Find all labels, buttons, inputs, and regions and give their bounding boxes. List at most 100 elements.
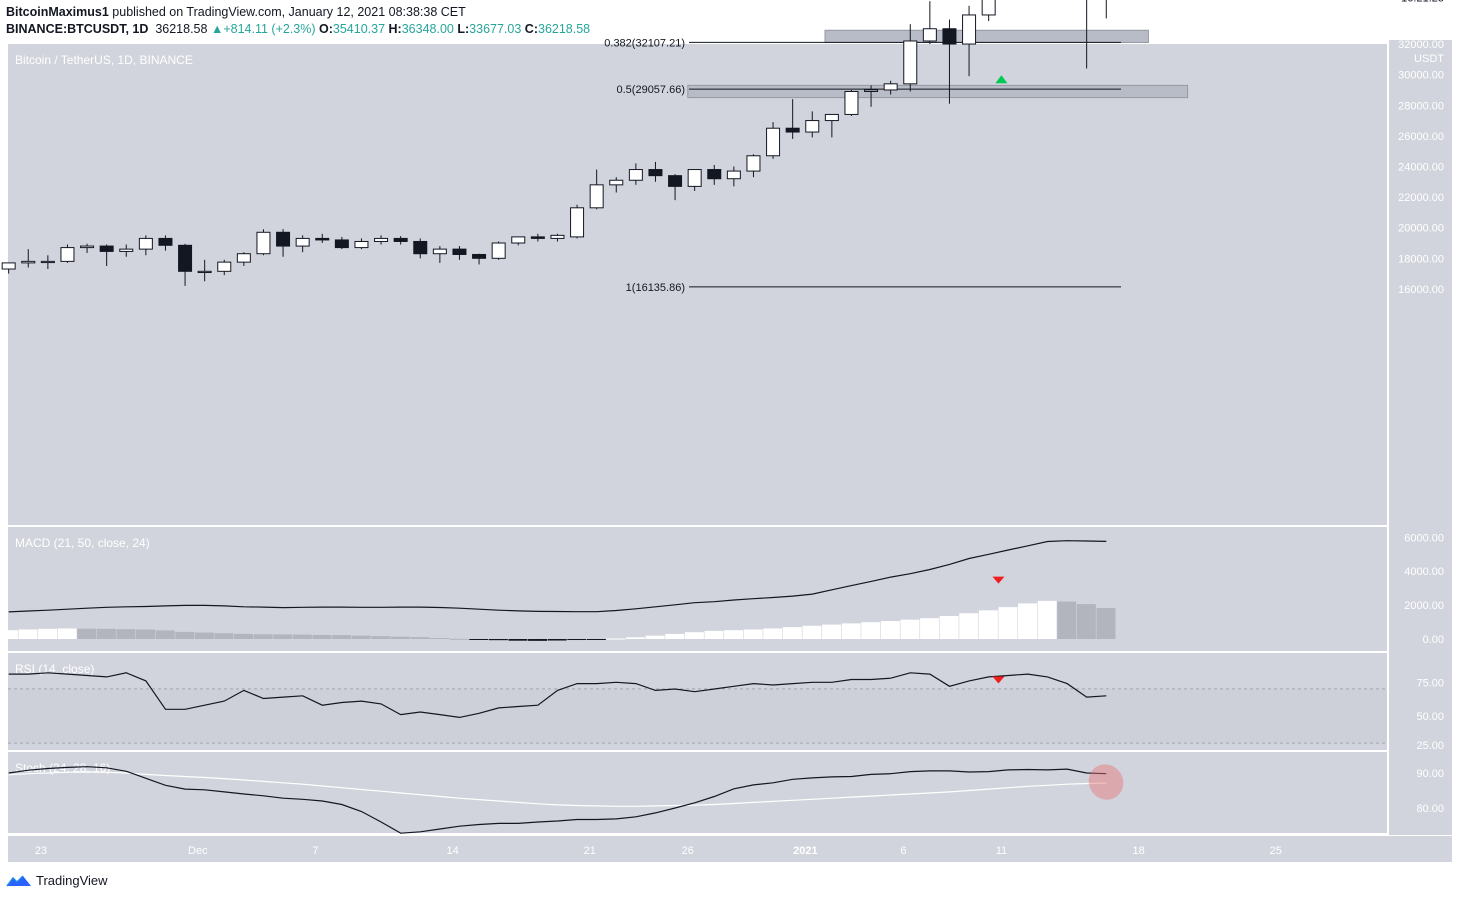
- symbol-label: BINANCE:BTCUSDT, 1D: [6, 22, 149, 36]
- macd-histogram-bar: [782, 627, 802, 639]
- bearish-divergence-marker: [992, 576, 1005, 584]
- rsi-title: RSI (14, close): [15, 662, 94, 676]
- rsi-tick-label: 50.00: [1416, 711, 1444, 723]
- candle: [864, 85, 879, 107]
- macd-histogram-bar: [214, 633, 234, 639]
- footer[interactable]: TradingView: [6, 873, 108, 888]
- macd-histogram-bar: [1018, 603, 1038, 639]
- candle: [452, 246, 467, 260]
- candle: [178, 243, 193, 286]
- time-tick-label: 23: [35, 845, 47, 857]
- macd-histogram-bar: [155, 630, 175, 639]
- candle: [393, 236, 408, 245]
- candle: [236, 252, 251, 266]
- candle: [707, 164, 722, 185]
- high-value: 36348.00: [401, 22, 454, 36]
- time-axis-bg: [8, 836, 1452, 862]
- main-pane-bg: [8, 44, 1387, 525]
- candle-up-body: [550, 234, 565, 239]
- author-name[interactable]: BitcoinMaximus1: [6, 5, 109, 19]
- rsi-band: [8, 689, 1387, 743]
- candle-up-body: [119, 248, 134, 252]
- macd-histogram-bar: [978, 610, 998, 639]
- candle-up-body: [295, 237, 310, 247]
- macd-histogram-bar: [77, 628, 97, 639]
- time-tick-label: 25: [1270, 845, 1282, 857]
- macd-histogram-bar: [547, 639, 567, 641]
- candle: [40, 255, 55, 270]
- candle-up-body: [354, 240, 369, 249]
- macd-histogram-bar: [18, 629, 38, 639]
- macd-histogram-bar: [1037, 600, 1057, 639]
- candle: [805, 111, 820, 138]
- macd-histogram-bar: [567, 639, 587, 641]
- macd-histogram-bar: [508, 639, 528, 641]
- candle: [99, 244, 114, 266]
- support-zone: [687, 84, 1189, 99]
- stoch-tick-label: 80.00: [1416, 803, 1444, 815]
- candle-up-body: [746, 155, 761, 172]
- macd-histogram-bar: [390, 636, 410, 639]
- publish-info: BitcoinMaximus1 published on TradingView…: [6, 5, 466, 19]
- time-tick-label: Dec: [188, 845, 208, 857]
- candle-up-body: [21, 260, 36, 264]
- macd-histogram-bar: [802, 625, 822, 639]
- support-zone: [824, 29, 1149, 44]
- macd-tick-label: 0.00: [1423, 634, 1444, 646]
- publish-date: published on TradingView.com, January 12…: [108, 5, 466, 19]
- macd-histogram-bar: [645, 635, 665, 639]
- macd-histogram-bar: [743, 629, 763, 639]
- candle: [550, 233, 565, 242]
- macd-histogram-bar: [312, 634, 332, 639]
- rsi-bearish-marker: [992, 676, 1005, 684]
- candle: [942, 19, 957, 104]
- candle-up-body: [922, 28, 937, 42]
- candle-up-body: [981, 0, 996, 16]
- candle: [354, 238, 369, 250]
- macd-histogram-bar: [959, 613, 979, 639]
- candle-up-body: [824, 113, 839, 122]
- candle: [374, 235, 389, 245]
- fib-level-label: 0.5(29057.66): [617, 84, 686, 96]
- macd-histogram-bar: [38, 628, 58, 639]
- candle: [1105, 0, 1107, 19]
- candle-down-body: [178, 244, 193, 272]
- candle-down-body: [668, 175, 683, 187]
- candle-up-body: [962, 14, 977, 45]
- macd-histogram-bar: [488, 639, 508, 641]
- macd-histogram-bar: [371, 636, 391, 639]
- candle: [726, 166, 741, 187]
- candle-up-body: [236, 253, 251, 263]
- open-label: O:: [319, 22, 333, 36]
- rsi-tick-label: 75.00: [1416, 677, 1444, 689]
- candle-down-body: [530, 236, 545, 239]
- candle: [844, 89, 859, 116]
- macd-histogram-bar: [822, 624, 842, 639]
- candle-down-body: [158, 237, 173, 246]
- candle-up-body: [570, 207, 585, 238]
- bullish-triangle-marker: [995, 75, 1008, 84]
- candle: [491, 241, 506, 260]
- candle: [119, 244, 134, 257]
- candle-up-body: [374, 237, 389, 242]
- macd-tick-label: 6000.00: [1404, 532, 1444, 544]
- macd-histogram-bar: [586, 639, 606, 640]
- candle: [21, 249, 36, 268]
- macd-histogram-bar: [606, 638, 626, 640]
- candle-up-body: [687, 169, 702, 187]
- candle-up-body: [491, 242, 506, 259]
- candle-up-body: [80, 245, 95, 249]
- tradingview-logo-icon: [6, 874, 31, 886]
- candle: [1086, 0, 1088, 69]
- stoch-pane-bg: [8, 752, 1387, 833]
- candle-down-body: [334, 239, 349, 249]
- macd-tick-label: 2000.00: [1404, 600, 1444, 612]
- fib-level-label: 1(16135.86): [626, 282, 685, 294]
- candle-up-body: [609, 179, 624, 186]
- candle: [687, 169, 702, 191]
- candle-up-body: [40, 260, 55, 264]
- time-tick-label: 2021: [793, 845, 817, 857]
- macd-histogram-bar: [939, 615, 959, 639]
- candle: [824, 113, 839, 138]
- chart-canvas[interactable]: 32000.00 30000.00 28000.00 26000.00 24000.00…: [0, 0, 1459, 866]
